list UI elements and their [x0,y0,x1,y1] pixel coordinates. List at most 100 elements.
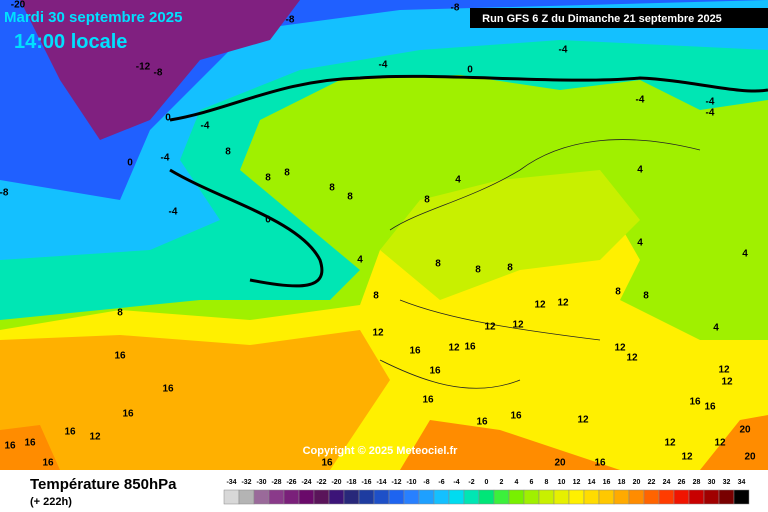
contour-label: 8 [615,287,621,298]
scale-label: -10 [406,479,416,486]
scale-cell [403,489,420,505]
contour-label: -8 [451,3,460,14]
contour-label: 8 [475,265,481,276]
contour-label: 12 [448,343,460,354]
contour-label: 16 [64,427,76,438]
scale-label: 22 [648,479,656,486]
contour-label: 20 [554,458,566,469]
contour-label: 12 [89,432,101,443]
contour-label: 8 [424,195,430,206]
contour-label: 16 [122,409,134,420]
contour-label: 8 [225,147,231,158]
contour-label: 12 [718,365,730,376]
scale-cell [253,489,270,505]
contour-label: -4 [706,97,715,108]
scale-label: 20 [633,479,641,486]
scale-cell [703,489,720,505]
contour-label: 8 [435,259,441,270]
scale-cell [733,489,750,505]
contour-label: 16 [689,397,701,408]
scale-cell [313,489,330,505]
scale-cell [523,489,540,505]
contour-label: 8 [373,291,379,302]
scale-cell [343,489,360,505]
contour-label: 16 [594,458,606,469]
contour-label: 16 [422,395,434,406]
contour-label: 12 [577,415,589,426]
scale-label: 4 [515,479,519,486]
scale-label: 18 [618,479,626,486]
contour-label: 16 [409,346,421,357]
footer-title: Température 850hPa [30,476,177,493]
contour-label: 8 [329,183,335,194]
scale-cell [598,489,615,505]
scale-cell [373,489,390,505]
scale-cell [463,489,480,505]
contour-label: 20 [744,452,756,463]
scale-label: -18 [346,479,356,486]
scale-cell [358,489,375,505]
scale-label: -4 [453,479,459,486]
scale-label: -8 [423,479,429,486]
contour-label: 16 [4,441,16,452]
scale-cell [643,489,660,505]
scale-label: -14 [376,479,386,486]
contour-label: 8 [284,168,290,179]
scale-cell [583,489,600,505]
scale-label: 2 [500,479,504,486]
contour-label: 0 [127,158,133,169]
scale-cell [538,489,555,505]
scale-label: 26 [678,479,686,486]
scale-label: 32 [723,479,731,486]
contour-label: -4 [169,207,178,218]
scale-cell [448,489,465,505]
contour-label: -8 [0,188,9,199]
scale-label: -28 [271,479,281,486]
contour-label: 12 [614,343,626,354]
contour-label: 4 [637,238,643,249]
orange-zone [0,330,390,470]
contour-label: 0 [165,113,171,124]
contour-label: 4 [455,175,461,186]
contour-label: 16 [510,411,522,422]
contour-label: 8 [347,192,353,203]
scale-label: 8 [545,479,549,486]
contour-label: 20 [739,425,751,436]
scale-label: 28 [693,479,701,486]
copyright: Copyright © 2025 Meteociel.fr [303,445,459,457]
zero-contour [169,74,768,288]
contour-label: 4 [637,165,643,176]
scale-label: 14 [588,479,596,486]
contour-label: 16 [42,458,54,469]
scale-cell [658,489,675,505]
contour-label: 16 [321,458,333,469]
contour-label: 16 [464,342,476,353]
warm-zone [0,415,768,470]
contour-label: -4 [706,108,715,119]
time: 14:00 locale [14,31,127,53]
scale-cell [718,489,735,505]
scale-cell [283,489,300,505]
contour-label: -12 [136,62,151,73]
scale-cell [223,489,240,505]
scale-label: 6 [530,479,534,486]
footer-lead: (+ 222h) [30,496,72,508]
scale-cell [673,489,690,505]
scale-label: 10 [558,479,566,486]
scale-label: -20 [331,479,341,486]
contour-label: -8 [286,15,295,26]
scale-cell [493,489,510,505]
light-green-zone [380,170,640,300]
contour-label: -8 [154,68,163,79]
scale-label: -30 [256,479,266,486]
scale-label: -34 [226,479,236,486]
contour-label: 8 [507,263,513,274]
scale-cell [628,489,645,505]
contour-label: 16 [704,402,716,413]
scale-label: -16 [361,479,371,486]
scale-cell [418,489,435,505]
scale-label: -12 [391,479,401,486]
contour-label: 12 [721,377,733,388]
contour-label: 12 [557,298,569,309]
